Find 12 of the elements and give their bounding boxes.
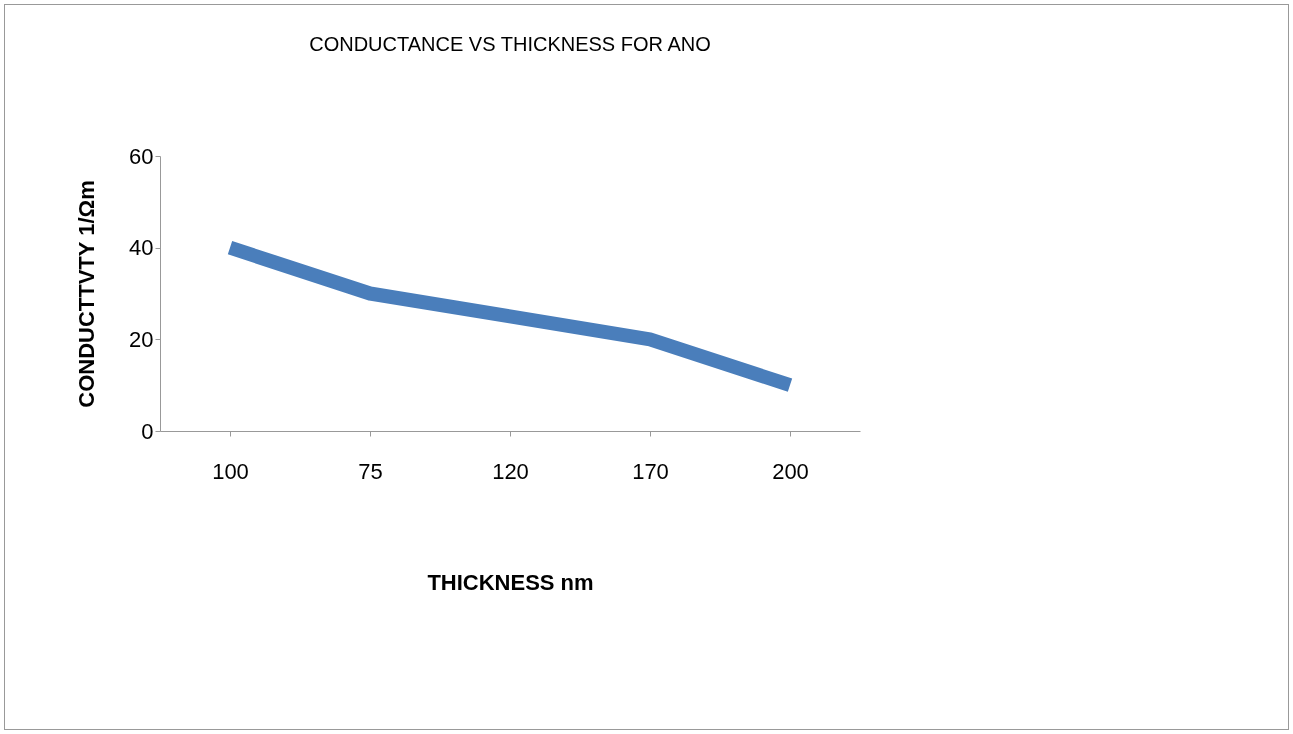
y-axis-title: CONDUCTTVTY 1/Ωm xyxy=(74,180,100,408)
x-axis-title: THICKNESS nm xyxy=(427,569,594,595)
y-tick-label: 0 xyxy=(141,418,154,444)
x-tick-label: 170 xyxy=(632,458,669,484)
x-tick-label: 100 xyxy=(212,458,249,484)
chart-title: CONDUCTANCE VS THICKNESS FOR ANO xyxy=(309,33,711,55)
x-tick-label: 200 xyxy=(772,458,809,484)
x-tick-label: 120 xyxy=(492,458,529,484)
x-tick-label: 75 xyxy=(358,458,383,484)
y-tick-label: 20 xyxy=(129,326,154,352)
y-tick-label: 40 xyxy=(129,235,154,261)
y-tick-label: 60 xyxy=(129,143,154,169)
